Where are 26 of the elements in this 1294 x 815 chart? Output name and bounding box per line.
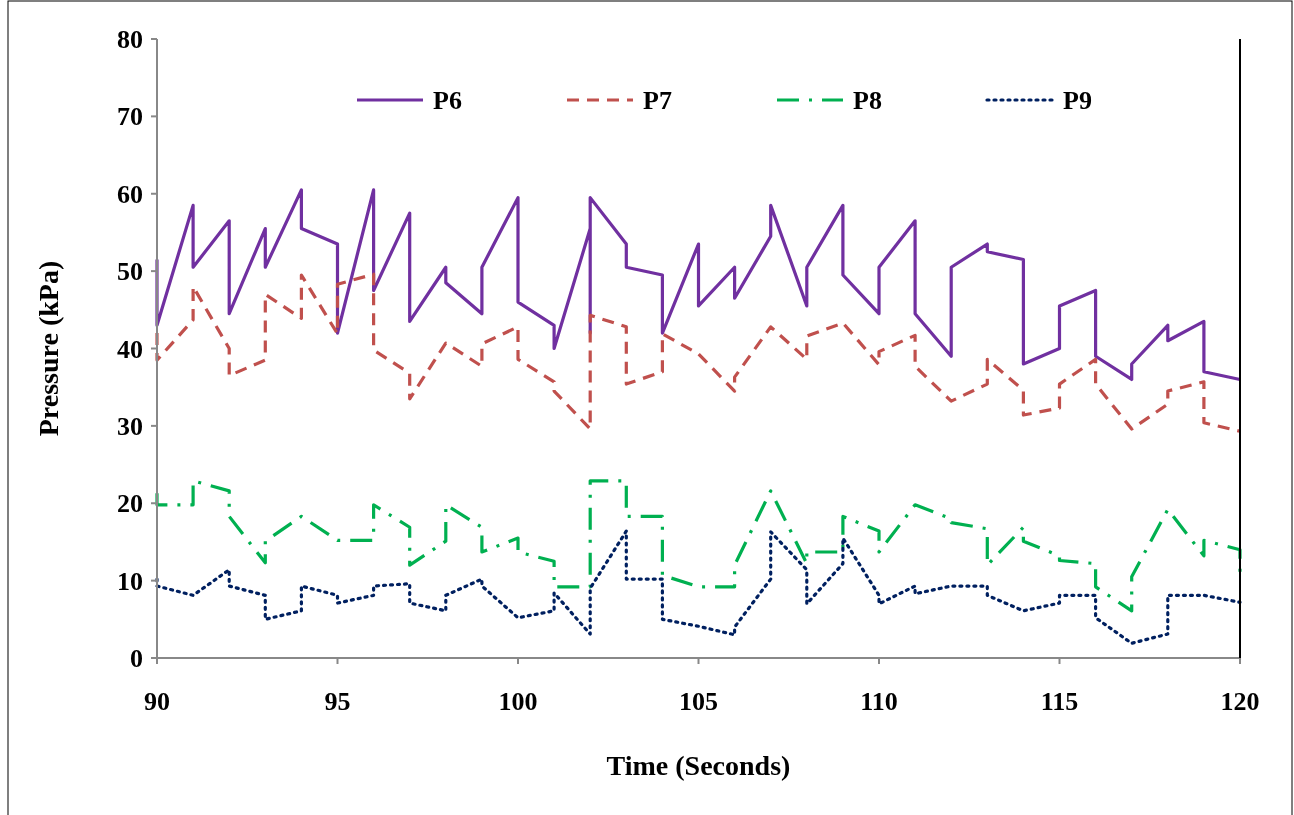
x-tick-label: 100 [498,687,538,716]
x-tick-label: 95 [324,687,351,716]
line-series [155,188,1242,382]
line-series [155,272,1242,433]
x-axis-title: Time (Seconds) [606,750,791,781]
line-series [155,529,1242,645]
legend-label: P8 [853,86,882,116]
x-tick-label: 90 [144,687,170,716]
x-tick-label: 105 [679,687,718,716]
legend-label: P7 [643,86,672,116]
x-tick-label: 120 [1220,687,1260,716]
y-tick-label: 60 [117,179,143,209]
x-tick-label: 115 [1040,687,1079,716]
y-tick-label: 80 [117,25,143,55]
y-tick-label: 50 [117,257,143,287]
y-tick-label: 40 [117,334,143,364]
y-axis-title: Pressure (kPa) [33,260,64,437]
legend-label: P6 [433,86,462,116]
y-tick-label: 20 [117,489,143,519]
y-tick-label: 70 [117,102,143,132]
x-tick-label: 110 [860,687,898,716]
y-tick-label: 0 [130,644,143,674]
y-tick-label: 10 [117,566,143,596]
line-series [155,479,1242,613]
legend-label: P9 [1063,86,1092,116]
y-tick-label: 30 [117,411,143,441]
